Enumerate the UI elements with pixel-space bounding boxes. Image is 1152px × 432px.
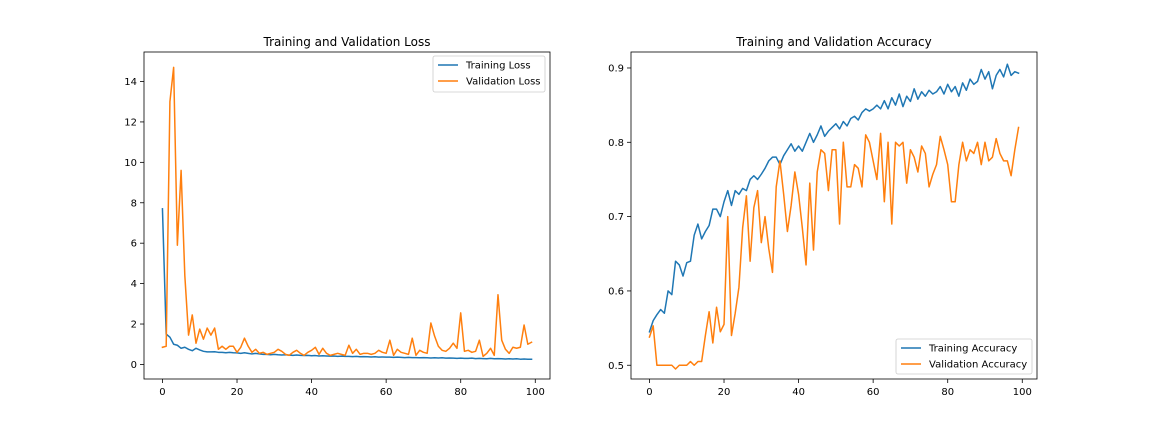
accuracy-x-tick-label: 60 <box>867 387 880 398</box>
loss-x-tick-label: 60 <box>380 387 393 398</box>
loss-y-tick-label: 2 <box>131 320 137 331</box>
accuracy-marks <box>648 63 1020 370</box>
accuracy-series-line-training <box>648 63 1020 333</box>
accuracy-y-tick-label: 0.5 <box>608 361 624 372</box>
loss-y-tick-label: 6 <box>131 239 137 250</box>
accuracy-x-tick-label: 40 <box>792 387 805 398</box>
loss-y-tick-label: 10 <box>124 158 137 169</box>
accuracy-y-tick-label: 0.8 <box>608 138 624 149</box>
accuracy-x-tick-label: 80 <box>941 387 954 398</box>
accuracy-x-tick-label: 0 <box>646 387 652 398</box>
accuracy-chart: Training and Validation Accuracy 0 20 40 60… <box>608 35 1038 398</box>
loss-x-ticks: 0 20 40 60 80 100 <box>159 379 545 398</box>
loss-y-tick-label: 12 <box>124 117 137 128</box>
loss-legend-box <box>432 55 546 93</box>
accuracy-legend-box <box>895 338 1033 375</box>
accuracy-chart-title: Training and Validation Accuracy <box>735 35 931 49</box>
loss-x-tick-label: 80 <box>454 387 467 398</box>
loss-plot-frame <box>143 51 551 380</box>
loss-chart: Training and Validation Loss 0 20 40 60 80 10… <box>124 35 551 398</box>
loss-legend-label-training: Training Loss <box>465 61 531 72</box>
loss-x-tick-label: 20 <box>231 387 244 398</box>
loss-y-tick-label: 0 <box>131 360 137 371</box>
accuracy-plot-frame <box>630 51 1038 380</box>
accuracy-y-tick-label: 0.9 <box>608 63 624 74</box>
accuracy-legend-label-validation: Validation Accuracy <box>929 360 1027 371</box>
loss-marks <box>161 66 533 360</box>
accuracy-legend-label-training: Training Accuracy <box>928 344 1017 355</box>
accuracy-y-tick-label: 0.7 <box>608 212 624 223</box>
loss-y-ticks: 0 2 4 6 8 10 12 14 <box>124 77 144 371</box>
loss-y-tick-label: 14 <box>124 77 137 88</box>
loss-x-tick-label: 0 <box>159 387 165 398</box>
accuracy-legend: Training Accuracy Validation Accuracy <box>895 338 1033 375</box>
accuracy-series-line-validation <box>648 126 1020 370</box>
loss-y-tick-label: 4 <box>131 279 137 290</box>
accuracy-x-tick-label: 20 <box>718 387 731 398</box>
loss-legend: Training Loss Validation Loss <box>432 55 546 93</box>
accuracy-x-ticks: 0 20 40 60 80 100 <box>646 379 1032 398</box>
loss-legend-label-validation: Validation Loss <box>466 77 541 88</box>
loss-x-tick-label: 40 <box>305 387 318 398</box>
accuracy-y-ticks: 0.5 0.6 0.7 0.8 0.9 <box>608 63 631 372</box>
loss-y-tick-label: 8 <box>131 198 137 209</box>
loss-chart-title: Training and Validation Loss <box>263 35 431 49</box>
accuracy-y-tick-label: 0.6 <box>608 286 624 297</box>
loss-x-tick-label: 100 <box>526 387 545 398</box>
loss-series-line-validation <box>161 66 533 358</box>
accuracy-x-tick-label: 100 <box>1013 387 1032 398</box>
loss-series-line-training <box>161 208 533 360</box>
